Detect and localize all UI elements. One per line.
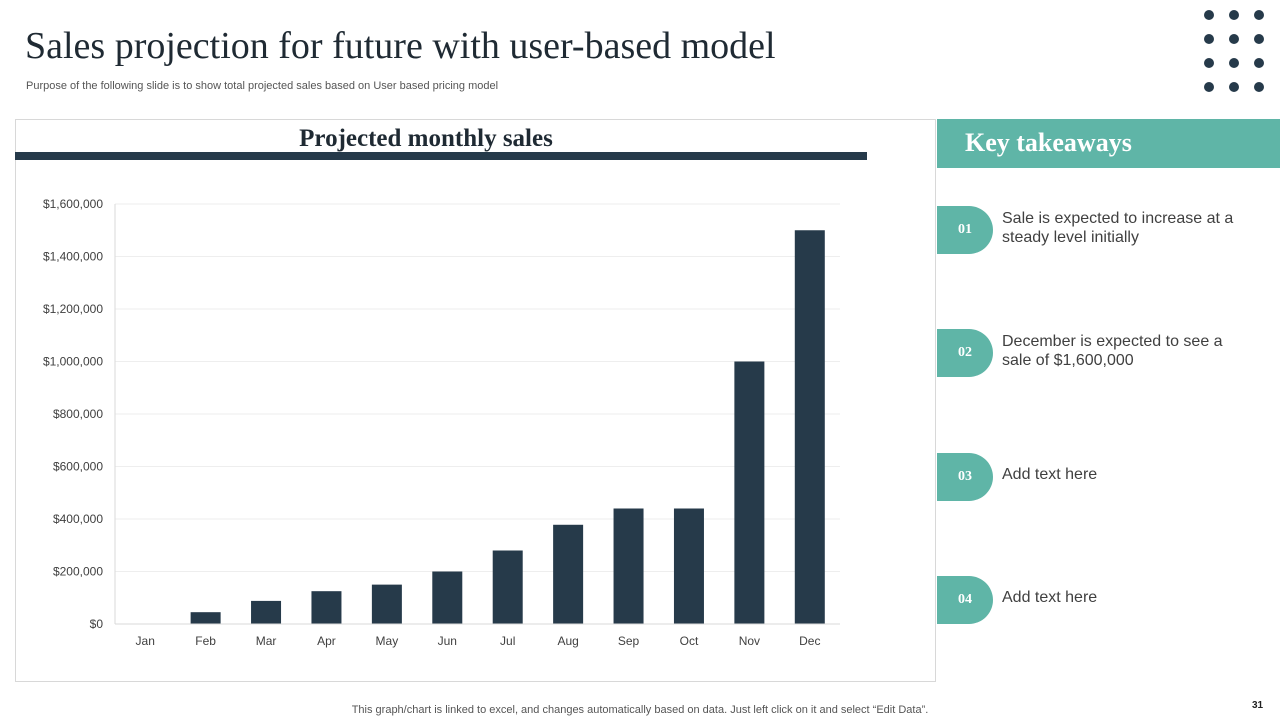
chart-title: Projected monthly sales: [299, 125, 553, 152]
bar[interactable]: [251, 600, 282, 624]
takeaway-text: Add text here: [1002, 466, 1098, 483]
bar[interactable]: [794, 230, 825, 624]
bar[interactable]: [734, 361, 765, 625]
bar[interactable]: [432, 571, 463, 625]
bar[interactable]: [371, 584, 402, 624]
key-takeaways-header: Key takeaways: [937, 119, 1280, 168]
chart-title-underline: [15, 152, 867, 160]
y-tick-label: $800,000: [53, 407, 103, 421]
takeaway-text: Add text here: [1002, 589, 1098, 606]
takeaway-number-badge: 03: [937, 453, 993, 501]
x-tick-label: Mar: [256, 634, 277, 648]
bar[interactable]: [311, 591, 342, 624]
takeaway-text: December is expected to see a sale of $1…: [1002, 333, 1223, 369]
bar[interactable]: [492, 550, 523, 625]
y-tick-label: $1,200,000: [43, 302, 103, 316]
y-tick-label: $1,000,000: [43, 355, 103, 369]
x-tick-label: Jan: [136, 634, 155, 648]
x-tick-label: Oct: [680, 634, 699, 648]
y-tick-label: $400,000: [53, 512, 103, 526]
bar[interactable]: [190, 612, 221, 624]
takeaway-number-badge: 04: [937, 576, 993, 624]
x-tick-label: Dec: [799, 634, 820, 648]
key-takeaways-title: Key takeaways: [965, 128, 1132, 157]
x-tick-label: Aug: [557, 634, 578, 648]
x-tick-label: Jul: [500, 634, 515, 648]
y-tick-label: $600,000: [53, 460, 103, 474]
takeaway-number-badge: 02: [937, 329, 993, 377]
chart-panel[interactable]: [15, 119, 936, 682]
x-tick-label: Sep: [618, 634, 640, 648]
page-subtitle: Purpose of the following slide is to sho…: [26, 80, 499, 92]
x-tick-label: Nov: [739, 634, 760, 648]
footer-note: This graph/chart is linked to excel, and…: [351, 704, 929, 716]
takeaway-number-badge: 01: [937, 206, 993, 254]
x-tick-label: May: [376, 634, 399, 648]
page-title: Sales projection for future with user-ba…: [25, 25, 776, 67]
y-tick-label: $1,600,000: [43, 197, 103, 211]
bar[interactable]: [553, 524, 584, 624]
y-tick-label: $0: [90, 617, 104, 631]
x-tick-label: Apr: [317, 634, 336, 648]
x-tick-label: Feb: [195, 634, 216, 648]
page-number: 31: [1252, 700, 1264, 711]
takeaway-text: Sale is expected to increase at a steady…: [1002, 210, 1234, 246]
y-tick-label: $200,000: [53, 565, 103, 579]
bar[interactable]: [613, 508, 644, 625]
dots-decoration-icon: [1204, 8, 1264, 96]
bar[interactable]: [673, 508, 704, 625]
y-tick-label: $1,400,000: [43, 250, 103, 264]
x-tick-label: Jun: [438, 634, 457, 648]
